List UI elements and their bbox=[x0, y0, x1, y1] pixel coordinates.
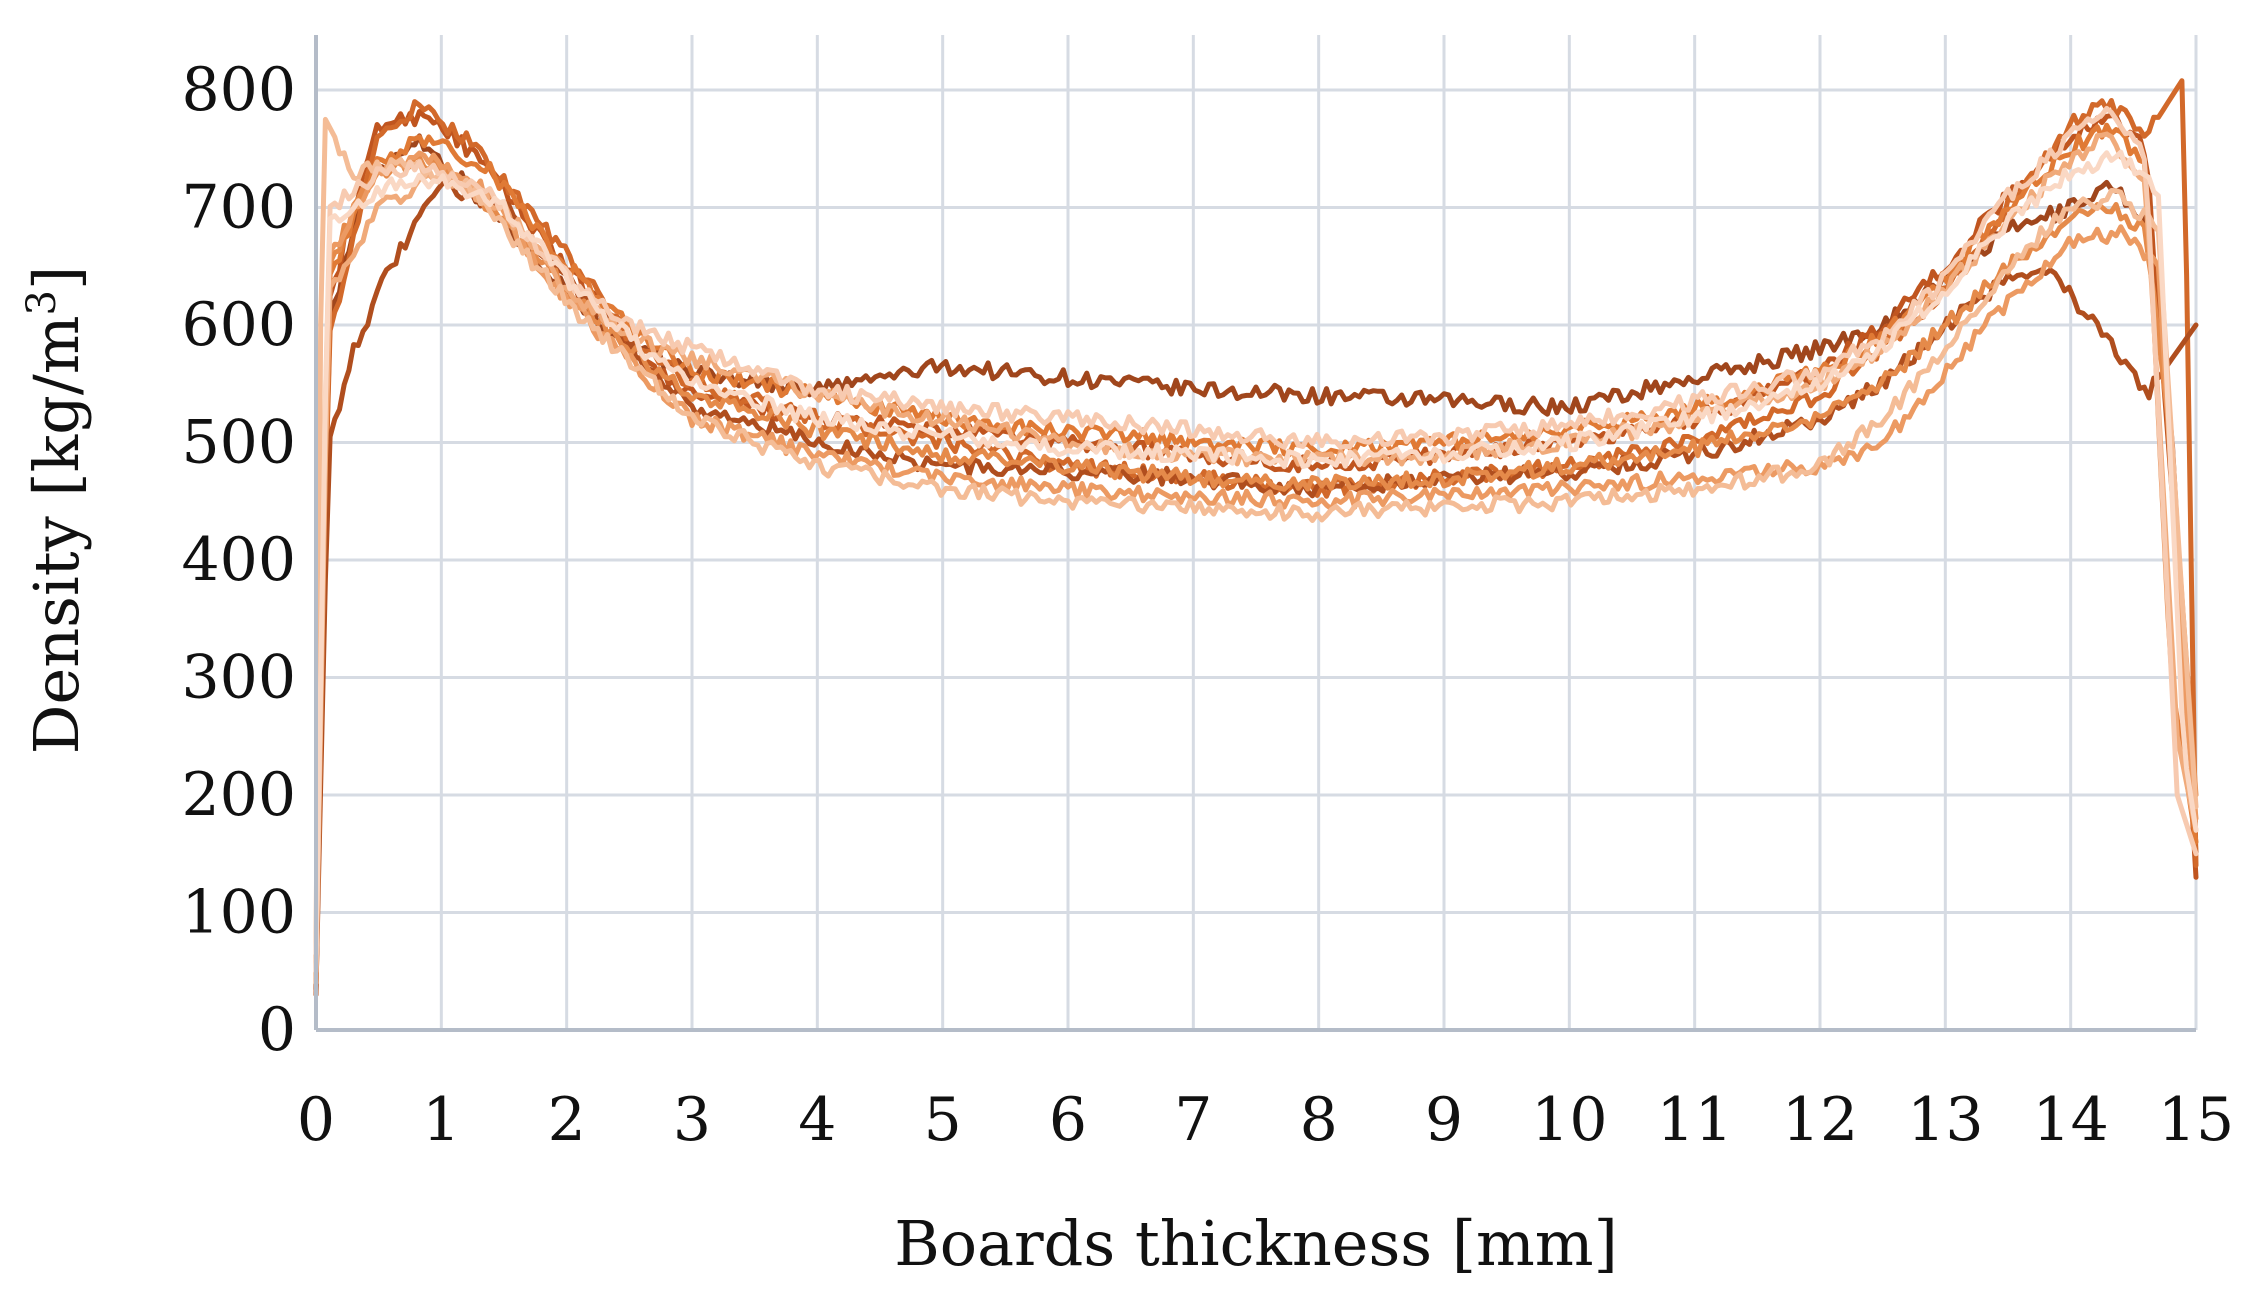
y-tick-label: 700 bbox=[181, 173, 296, 243]
x-tick-label: 9 bbox=[1425, 1085, 1463, 1155]
x-tick-label: 1 bbox=[422, 1085, 460, 1155]
x-tick-label: 0 bbox=[297, 1085, 335, 1155]
x-tick-label: 5 bbox=[924, 1085, 962, 1155]
x-tick-label: 10 bbox=[1531, 1085, 1607, 1155]
x-tick-label: 4 bbox=[798, 1085, 836, 1155]
x-tick-label: 13 bbox=[1907, 1085, 1983, 1155]
axes bbox=[314, 35, 2196, 1032]
density-series-line bbox=[313, 116, 2199, 951]
y-tick-label: 400 bbox=[181, 525, 296, 595]
x-tick-label: 7 bbox=[1174, 1085, 1212, 1155]
density-series-line bbox=[313, 154, 2199, 968]
x-tick-label: 11 bbox=[1656, 1085, 1732, 1155]
y-tick-label: 200 bbox=[181, 760, 296, 830]
x-tick-label: 15 bbox=[2158, 1085, 2234, 1155]
x-tick-label: 6 bbox=[1049, 1085, 1087, 1155]
x-tick-label: 8 bbox=[1300, 1085, 1338, 1155]
y-tick-label: 500 bbox=[181, 408, 296, 478]
density-series-line bbox=[313, 78, 2199, 974]
density-series-line bbox=[313, 109, 2199, 998]
x-tick-label: 3 bbox=[673, 1085, 711, 1155]
x-tick-labels: 0 1 2 3 4 5 6 7 8 9 10 11 12 13 14 15 bbox=[297, 1085, 2234, 1155]
y-axis-title-end: ] bbox=[20, 266, 93, 290]
y-tick-label: 600 bbox=[181, 290, 296, 360]
series-lines bbox=[313, 78, 2199, 998]
y-axis-title-superscript: 3 bbox=[19, 290, 65, 315]
y-tick-label: 300 bbox=[181, 643, 296, 713]
y-tick-label: 0 bbox=[258, 995, 296, 1065]
grid bbox=[316, 35, 2198, 1030]
x-tick-label: 2 bbox=[548, 1085, 586, 1155]
y-tick-label: 800 bbox=[181, 55, 296, 125]
x-tick-label: 14 bbox=[2032, 1085, 2108, 1155]
y-axis-title-main: Density [kg/m bbox=[20, 315, 93, 754]
x-tick-label: 12 bbox=[1782, 1085, 1858, 1155]
x-axis-title: Boards thickness [mm] bbox=[894, 1207, 1618, 1280]
y-tick-labels: 0 100 200 300 400 500 600 700 800 bbox=[181, 55, 296, 1065]
density-series-line bbox=[313, 122, 2199, 980]
density-series-line bbox=[313, 149, 2199, 957]
y-tick-label: 100 bbox=[181, 878, 296, 948]
density-series-line bbox=[313, 105, 2199, 974]
density-series-line bbox=[313, 150, 2199, 962]
y-axis-title: Density [kg/m3] bbox=[19, 266, 93, 754]
